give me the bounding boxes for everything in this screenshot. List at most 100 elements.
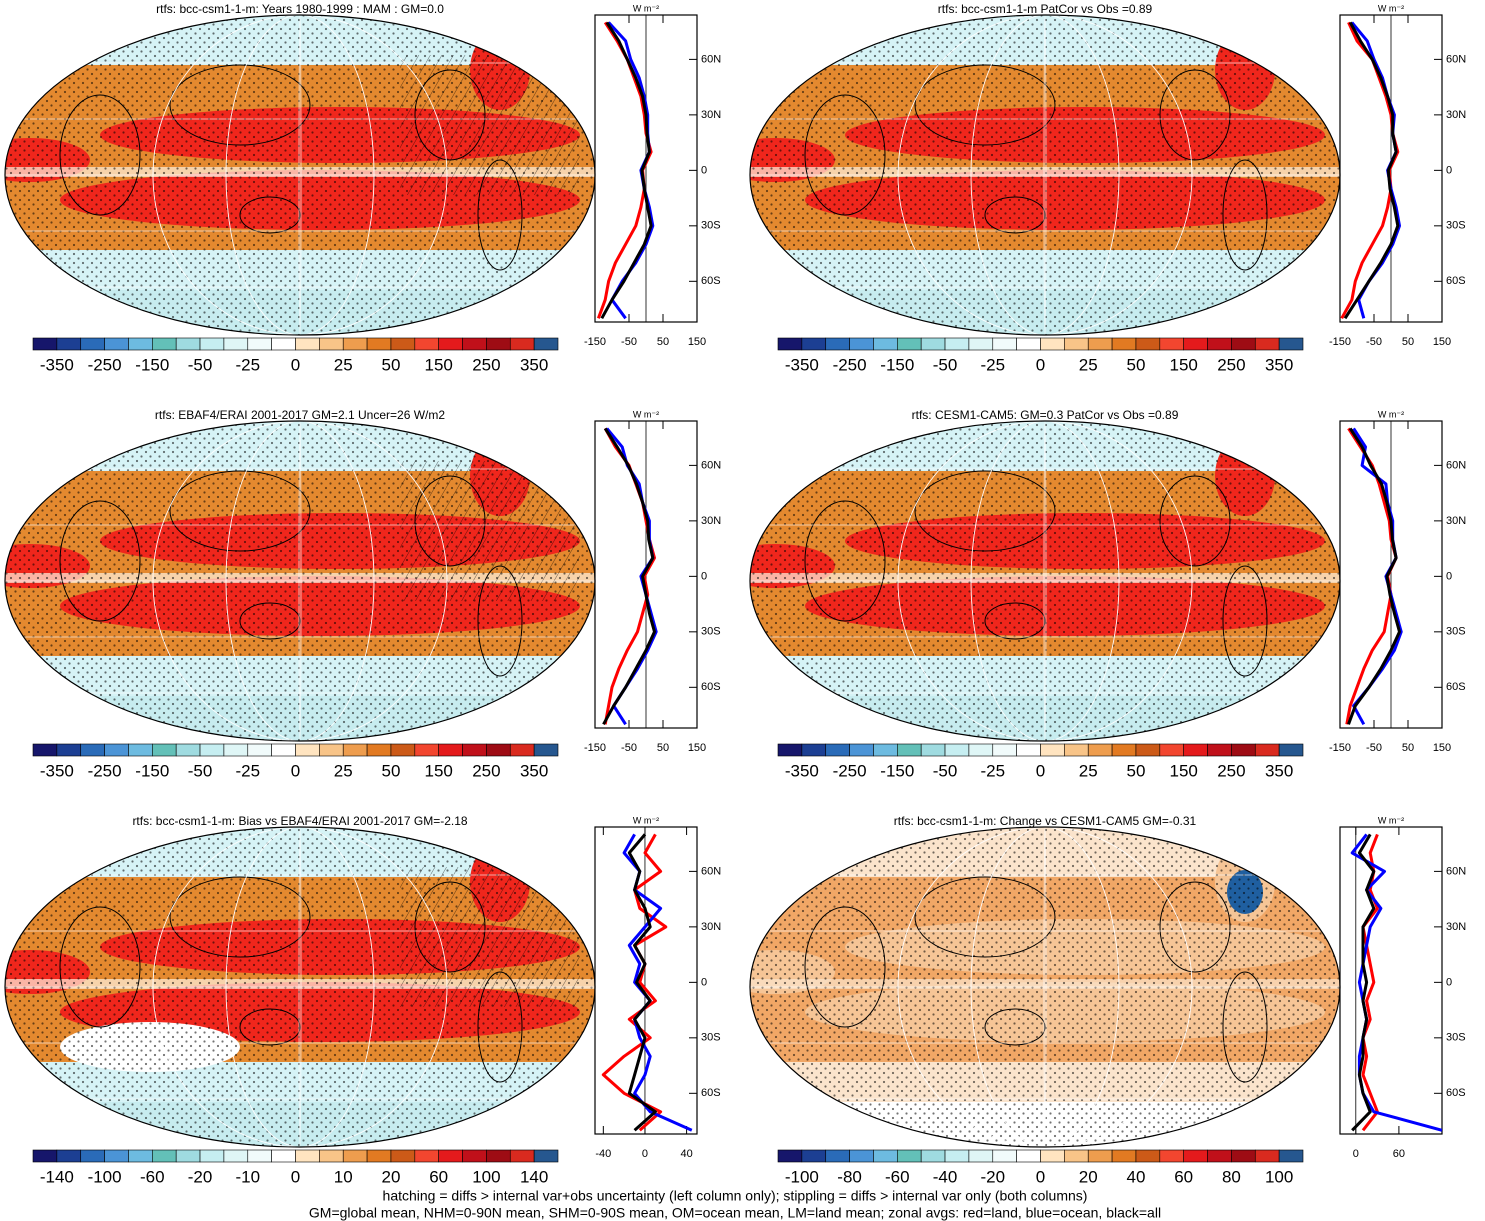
colorbar-label: 350	[520, 355, 548, 374]
x-tick-label: -50	[621, 336, 637, 348]
colorbar-box	[849, 743, 874, 757]
colorbar-label: -25	[980, 761, 1005, 780]
x-tick-label: 60	[1393, 1148, 1405, 1160]
y-tick-label: 30N	[1446, 109, 1466, 121]
colorbar-label: -20	[980, 1167, 1005, 1186]
colorbar-label: -150	[880, 761, 914, 780]
panel-title: rtfs: bcc-csm1-1-m: Change vs CESM1-CAM5…	[894, 814, 1197, 828]
colorbar-box	[1016, 743, 1041, 757]
x-tick-label: 150	[688, 742, 706, 754]
colorbar-label: 60	[1174, 1167, 1193, 1186]
colorbar-label: 0	[1036, 1167, 1045, 1186]
colorbar-box	[1135, 743, 1161, 757]
colorbar-label: -50	[933, 761, 958, 780]
y-tick-label: 60N	[701, 53, 721, 65]
colorbar-box	[128, 743, 153, 757]
x-tick-label: -50	[1366, 742, 1382, 754]
colorbar-box	[80, 337, 105, 351]
panel-title: rtfs: EBAF4/ERAI 2001-2017 GM=2.1 Uncer=…	[155, 408, 445, 422]
colorbar-box	[825, 1149, 850, 1163]
colorbar-box	[873, 337, 898, 351]
colorbar-label: 0	[1036, 355, 1045, 374]
colorbar-box	[80, 1149, 105, 1163]
colorbar-label: 50	[381, 761, 400, 780]
colorbar-box	[1064, 1149, 1089, 1163]
colorbar-label: 150	[1169, 355, 1197, 374]
map-meridian	[970, 15, 1120, 335]
colorbar-box	[342, 337, 368, 351]
colorbar-box	[801, 337, 827, 351]
colorbar-box	[1087, 743, 1113, 757]
colorbar-box	[897, 743, 922, 757]
colorbar-label: -60	[885, 1167, 910, 1186]
colorbar-label: 0	[1036, 761, 1045, 780]
colorbar-box	[920, 743, 946, 757]
colorbar-label: 25	[1079, 355, 1098, 374]
colorbar-label: 50	[381, 355, 400, 374]
colorbar-label: -250	[833, 355, 867, 374]
x-tick-label: 50	[1402, 336, 1414, 348]
colorbar-label: 50	[1126, 761, 1145, 780]
colorbar-box	[295, 1149, 320, 1163]
map	[750, 827, 1340, 1147]
colorbar-box	[1111, 1149, 1137, 1163]
y-tick-label: 30S	[701, 1032, 721, 1044]
colorbar-box	[319, 337, 344, 351]
y-tick-label: 0	[701, 164, 707, 176]
colorbar-label: -350	[785, 761, 819, 780]
map-meridian	[1043, 827, 1047, 1147]
map-meridian	[1043, 421, 1047, 741]
colorbar-label: -350	[785, 355, 819, 374]
colorbar-box	[1087, 337, 1113, 351]
zonal-line	[622, 833, 693, 1132]
colorbar-box	[247, 743, 272, 757]
x-tick-label: 50	[1402, 742, 1414, 754]
colorbar-box	[1040, 1149, 1065, 1163]
colorbar-label: -25	[980, 355, 1005, 374]
y-tick-label: 30S	[701, 626, 721, 638]
colorbar-box	[944, 337, 970, 351]
colorbar-box	[1087, 1149, 1113, 1163]
colorbar-box	[295, 743, 320, 757]
zonal-unit: W m⁻²	[1378, 409, 1404, 419]
colorbar-box	[152, 743, 177, 757]
colorbar-box	[1254, 743, 1280, 757]
x-tick-label: 0	[642, 1148, 648, 1160]
colorbar-box	[873, 743, 898, 757]
colorbar-box	[801, 1149, 827, 1163]
colorbar-label: 350	[520, 761, 548, 780]
colorbar-label: 0	[291, 1167, 300, 1186]
map-meridian	[298, 827, 302, 1147]
colorbar-box	[1135, 1149, 1161, 1163]
colorbar-box	[462, 1149, 487, 1163]
colorbar-box	[992, 1149, 1017, 1163]
colorbar-box	[1183, 337, 1208, 351]
colorbar-box	[920, 337, 946, 351]
zonal-line	[600, 21, 653, 320]
map	[5, 421, 595, 741]
colorbar-box	[777, 337, 803, 351]
panel-title: rtfs: bcc-csm1-1-m: Bias vs EBAF4/ERAI 2…	[132, 814, 467, 828]
map-meridian	[152, 827, 448, 1147]
colorbar-box	[1207, 1149, 1232, 1163]
colorbar-box	[271, 743, 296, 757]
colorbar-box	[509, 337, 535, 351]
y-tick-label: 60N	[1446, 459, 1466, 471]
colorbar-box	[438, 743, 463, 757]
zonal-frame	[1339, 826, 1443, 1135]
zonal-line	[1351, 833, 1376, 1132]
map-meridian	[225, 15, 375, 335]
y-tick-label: 30S	[1446, 626, 1466, 638]
colorbar-box	[1183, 1149, 1208, 1163]
zonal-unit: W m⁻²	[633, 409, 659, 419]
y-tick-label: 30N	[1446, 515, 1466, 527]
x-tick-label: -50	[1366, 336, 1382, 348]
x-tick-label: 150	[688, 336, 706, 348]
y-tick-label: 60S	[701, 681, 721, 693]
map-meridian	[225, 421, 375, 741]
colorbar-label: 100	[472, 1167, 500, 1186]
zonal-unit: W m⁻²	[1378, 3, 1404, 13]
colorbar-box	[1278, 743, 1304, 757]
colorbar-box	[223, 1149, 249, 1163]
y-tick-label: 30S	[1446, 1032, 1466, 1044]
